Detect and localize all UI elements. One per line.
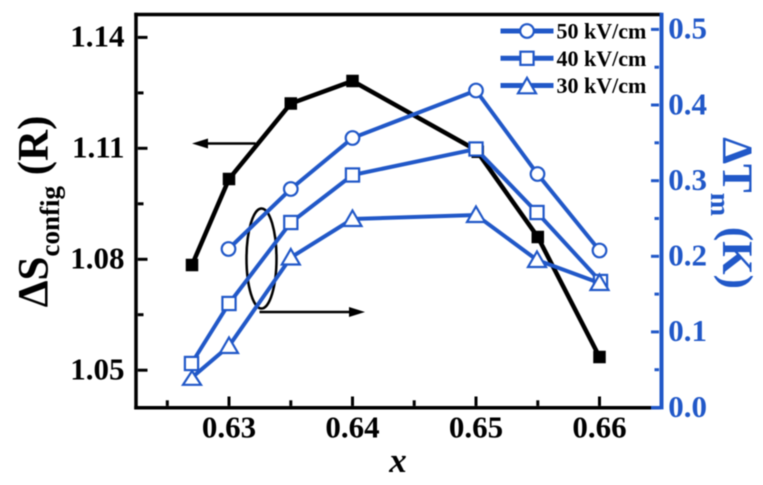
- svg-text:0.63: 0.63: [202, 409, 256, 444]
- svg-text:1.08: 1.08: [70, 241, 124, 276]
- svg-text:0.4: 0.4: [668, 86, 707, 121]
- svg-text:0.66: 0.66: [572, 409, 626, 444]
- svg-text:0.5: 0.5: [668, 11, 707, 46]
- svg-text:0.65: 0.65: [449, 409, 503, 444]
- svg-text:1.11: 1.11: [72, 130, 125, 165]
- svg-text:50 kV/cm: 50 kV/cm: [557, 19, 647, 44]
- svg-text:0.3: 0.3: [668, 162, 707, 197]
- svg-text:0.0: 0.0: [668, 389, 707, 424]
- svg-text:30 kV/cm: 30 kV/cm: [557, 73, 647, 98]
- svg-text:0.64: 0.64: [325, 409, 379, 444]
- svg-text:0.2: 0.2: [668, 238, 707, 273]
- svg-text:1.14: 1.14: [70, 19, 124, 54]
- svg-text:1.05: 1.05: [70, 352, 124, 387]
- svg-text:40 kV/cm: 40 kV/cm: [557, 46, 647, 71]
- svg-text:0.1: 0.1: [668, 313, 707, 348]
- svg-text:x: x: [388, 441, 407, 480]
